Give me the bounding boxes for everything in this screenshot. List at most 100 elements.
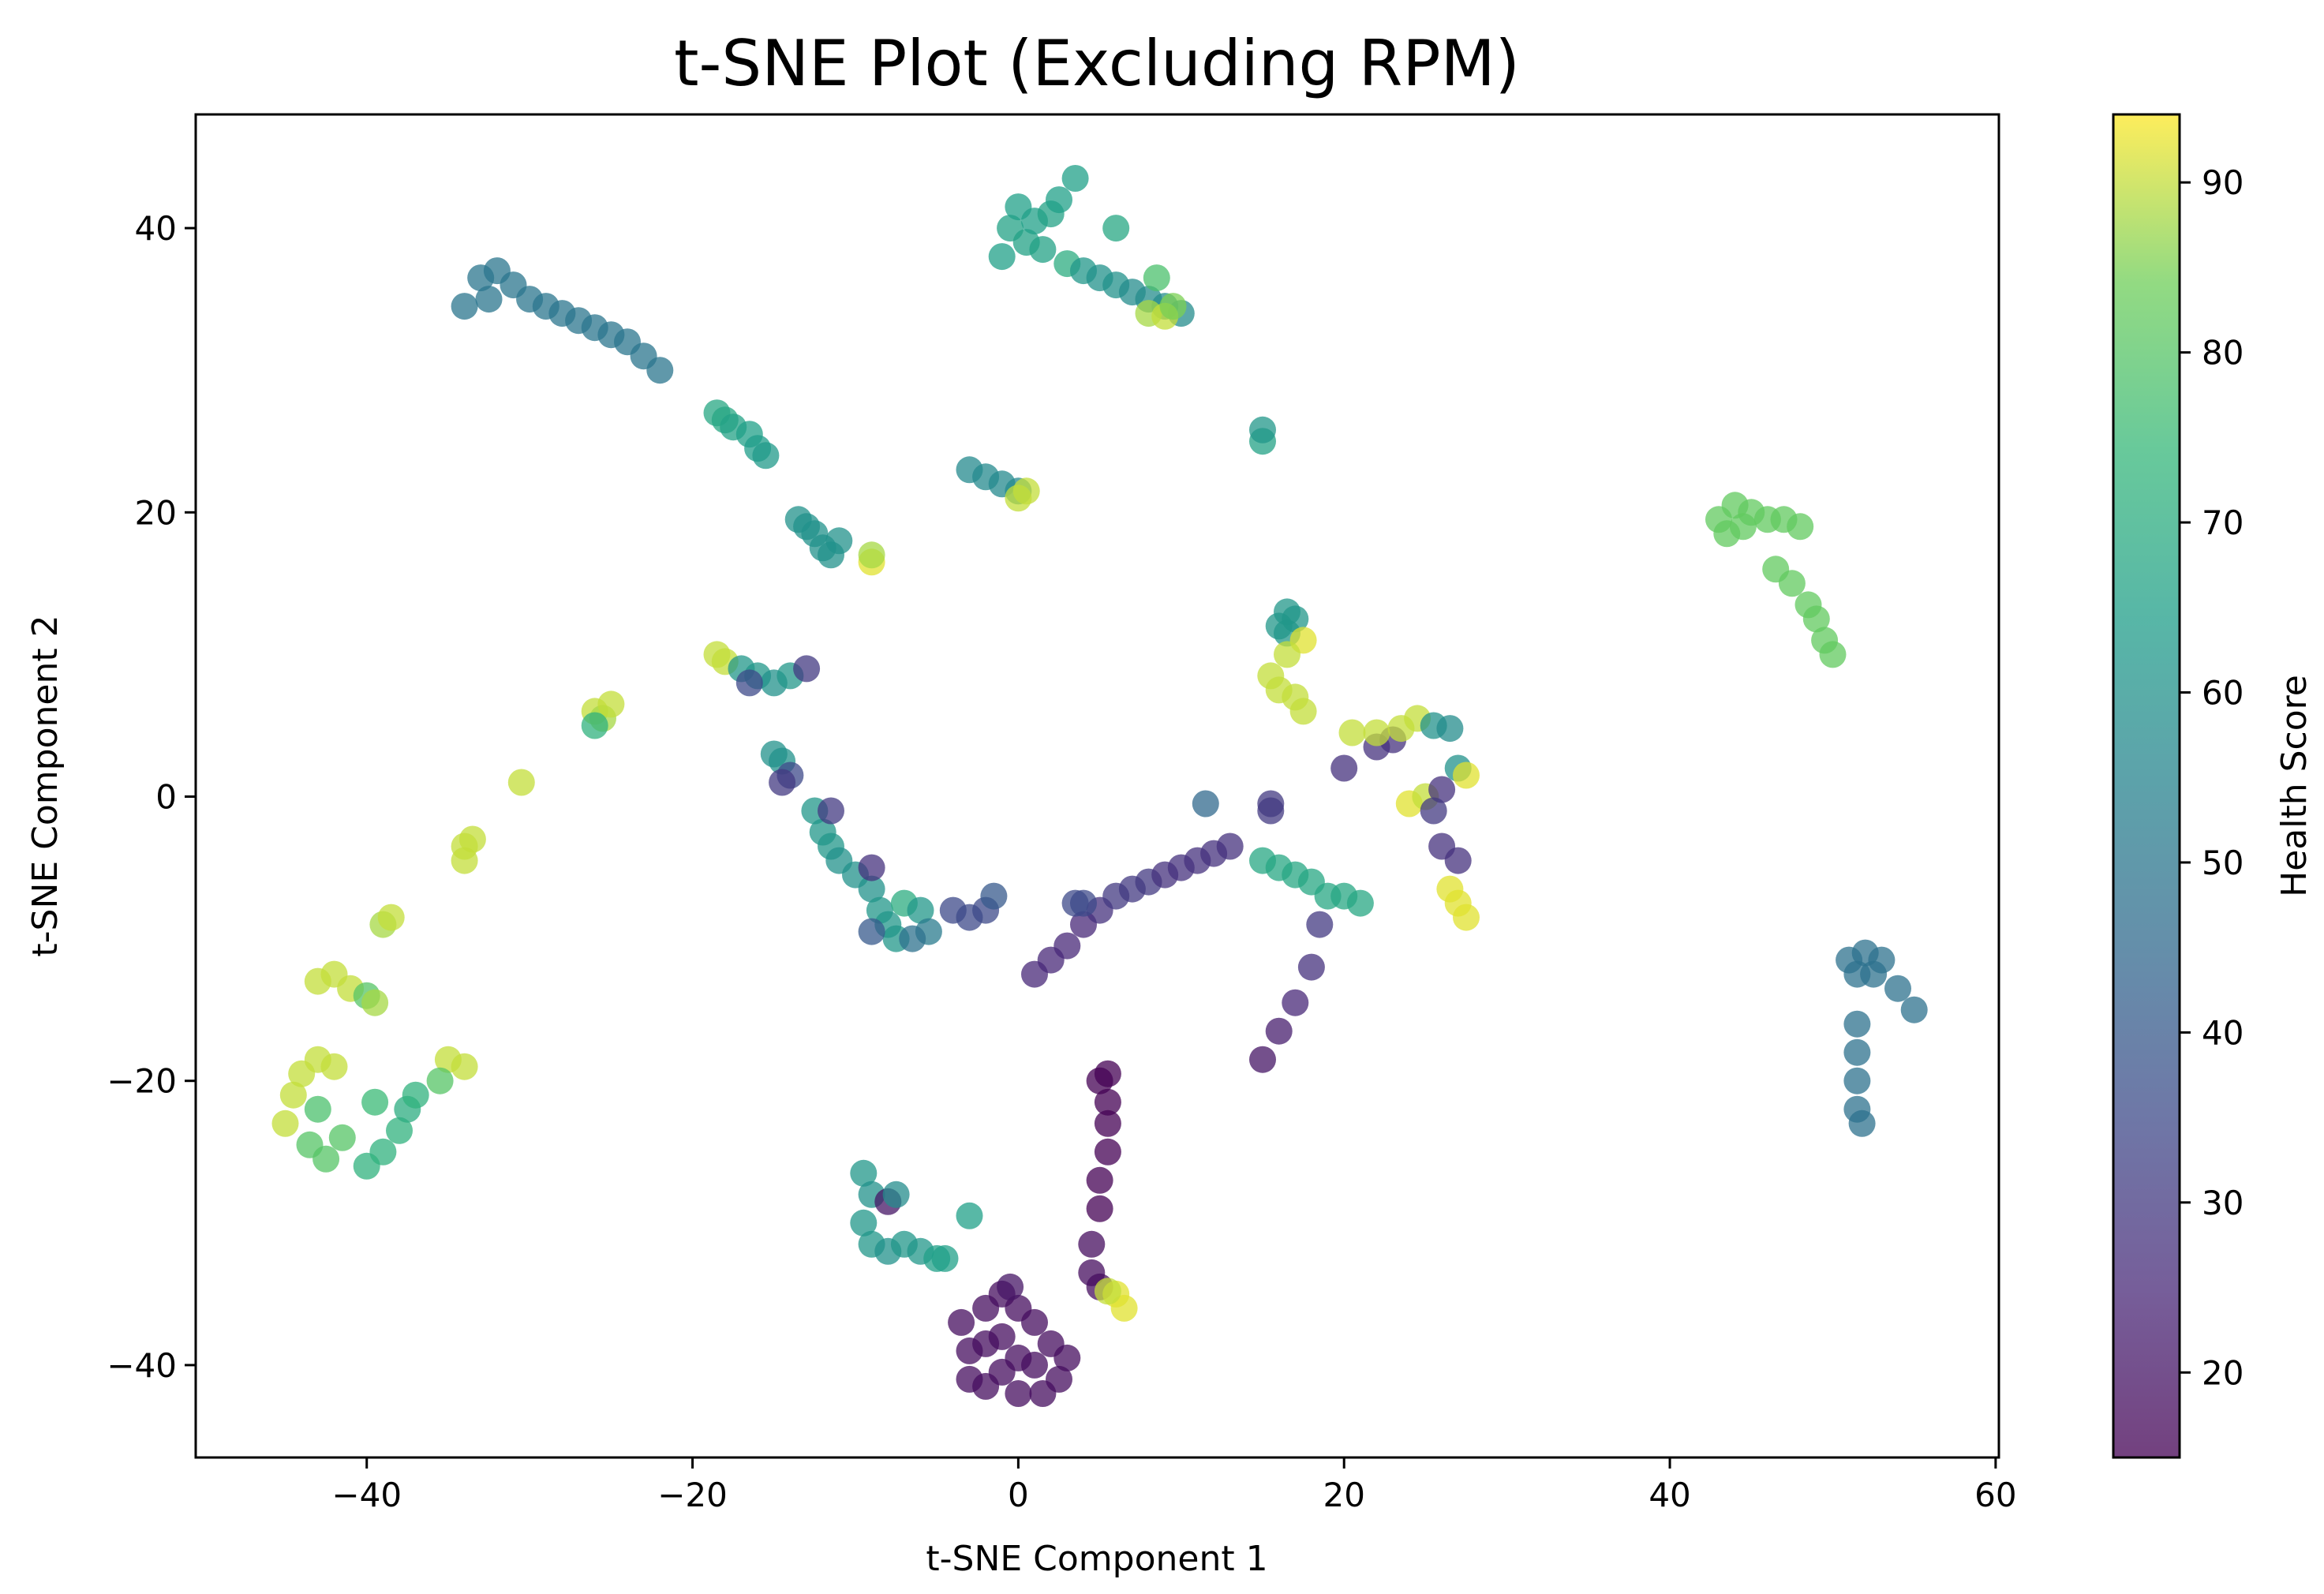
scatter-point: [1061, 165, 1089, 192]
scatter-point: [1249, 416, 1276, 443]
x-tick-label: 20: [1323, 1476, 1364, 1514]
x-tick-label: 0: [1008, 1476, 1029, 1514]
scatter-point: [312, 1145, 340, 1173]
y-axis-ticks: −40 −20 0 20 40: [107, 209, 196, 1385]
scatter-point: [1436, 715, 1464, 743]
scatter-point: [1086, 1195, 1113, 1222]
scatter-point: [1012, 477, 1040, 505]
scatter-point: [769, 769, 796, 796]
scatter-point: [1306, 911, 1334, 938]
scatter-point: [1029, 236, 1057, 264]
scatter-point: [1802, 605, 1830, 633]
scatter-point: [825, 527, 853, 555]
scatter-point: [858, 918, 885, 945]
scatter-point: [735, 669, 763, 697]
scatter-point: [1330, 754, 1358, 782]
scatter-point: [328, 1124, 356, 1151]
scatter-point: [271, 1109, 299, 1137]
scatter-point: [907, 896, 934, 924]
scatter-point: [1094, 1109, 1121, 1137]
scatter-point: [818, 797, 844, 825]
scatter-point: [426, 1067, 454, 1094]
colorbar-tick-label: 20: [2202, 1353, 2244, 1392]
scatter-point: [1094, 1088, 1121, 1116]
scatter-point: [1420, 797, 1447, 825]
colorbar-tick-label: 60: [2202, 674, 2244, 713]
scatter-point: [1192, 790, 1219, 818]
scatter-point: [1159, 293, 1187, 320]
colorbar-tick-label: 90: [2202, 163, 2244, 202]
scatter-point: [1102, 215, 1130, 242]
y-tick-label: −20: [107, 1062, 177, 1101]
scatter-point: [1787, 513, 1814, 541]
scatter-point: [931, 1244, 959, 1272]
scatter-point: [1848, 1109, 1876, 1137]
colorbar-tick-label: 40: [2202, 1013, 2244, 1052]
scatter-point: [1843, 1010, 1871, 1038]
scatter-point: [752, 442, 780, 470]
scatter-point: [858, 541, 885, 569]
scatter-point: [850, 1209, 878, 1237]
y-axis-label: t-SNE Component 2: [25, 615, 65, 956]
scatter-point: [1046, 186, 1072, 214]
scatter-point: [1021, 1351, 1048, 1379]
scatter-point: [361, 1088, 389, 1116]
scatter-point: [1257, 797, 1285, 825]
scatter-point: [458, 825, 486, 853]
scatter-point: [988, 243, 1016, 271]
scatter-point: [1900, 996, 1928, 1023]
scatter-point: [1061, 889, 1089, 917]
scatter-point: [997, 1273, 1024, 1300]
scatter-point: [1346, 889, 1374, 917]
x-tick-label: 60: [1974, 1476, 2016, 1514]
scatter-point: [377, 904, 405, 931]
y-tick-label: −40: [107, 1346, 177, 1385]
scatter-point: [451, 847, 478, 874]
scatter-point: [1453, 904, 1480, 931]
scatter-point: [1021, 1308, 1048, 1336]
scatter-point: [1216, 833, 1244, 860]
scatter-point: [1884, 975, 1911, 1002]
scatter-point: [402, 1081, 429, 1109]
scatter-point: [899, 925, 926, 952]
scatter-point: [1078, 1230, 1106, 1258]
x-axis-ticks: −40 −20 0 20 40 60: [331, 1457, 2017, 1514]
scatter-point: [1086, 1166, 1113, 1194]
scatter-point: [1005, 1380, 1032, 1407]
scatter-point: [1289, 698, 1317, 725]
colorbar-tick-label: 50: [2202, 844, 2244, 882]
scatter-point: [451, 1053, 478, 1080]
x-tick-label: 40: [1649, 1476, 1690, 1514]
scatter-point: [507, 769, 535, 796]
scatter-point: [1363, 719, 1390, 746]
scatter-point: [858, 875, 885, 903]
colorbar-ticks: 20 30 40 50 60 70 80 90: [2180, 163, 2244, 1392]
colorbar-tick-label: 30: [2202, 1184, 2244, 1222]
scatter-point: [597, 690, 625, 718]
x-tick-label: −40: [331, 1476, 402, 1514]
scatter-point: [1046, 1365, 1072, 1393]
scatter-point: [1860, 960, 1888, 988]
colorbar-tick-label: 80: [2202, 334, 2244, 372]
scatter-point: [1843, 1038, 1871, 1066]
scatter-point: [1274, 641, 1300, 668]
scatter-point: [980, 882, 1008, 910]
scatter-point: [988, 1323, 1016, 1350]
scatter-point: [1053, 1344, 1081, 1371]
scatter-point: [1297, 953, 1325, 981]
scatter-point: [1778, 570, 1806, 597]
scatter-point: [1338, 719, 1366, 746]
scatter-point: [1819, 641, 1847, 668]
scatter-point: [1094, 1278, 1121, 1305]
colorbar-label: Health Score: [2274, 675, 2315, 897]
scatter-point: [581, 712, 608, 739]
scatter-point: [1249, 1046, 1276, 1073]
scatter-point: [279, 1081, 307, 1109]
colorbar: [2112, 113, 2181, 1459]
x-axis-label: t-SNE Component 1: [926, 1539, 1267, 1579]
scatter-point: [1053, 932, 1081, 960]
chart-title: t-SNE Plot (Excluding RPM): [674, 27, 1520, 100]
scatter-point: [1094, 1138, 1121, 1166]
scatter-point: [320, 1053, 348, 1080]
